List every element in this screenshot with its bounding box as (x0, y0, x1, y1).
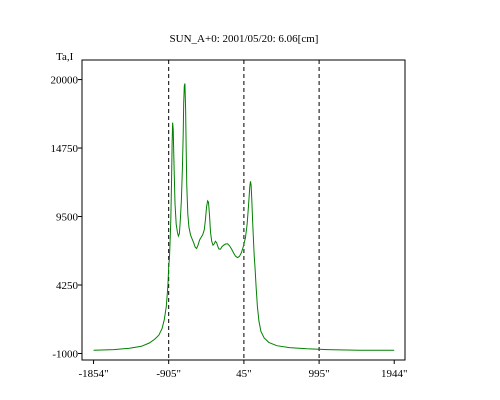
y-tick-label-2: 9500 (56, 212, 79, 224)
y-tick-label-3: 4250 (56, 280, 79, 292)
y-tick-label-0: 20000 (51, 75, 79, 87)
y-axis-label: Ta,I (56, 51, 74, 63)
y-axis-ticks: 20000 14750 9500 4250 -1000 (51, 75, 82, 360)
x-tick-label-3: 995" (309, 368, 330, 380)
x-tick-label-0: -1854" (78, 368, 108, 380)
series-line-0 (93, 83, 395, 351)
x-tick-label-2: 45" (236, 368, 252, 380)
y-tick-label-1: 14750 (51, 143, 79, 155)
x-tick-label-1: -905" (156, 368, 181, 380)
x-axis-ticks: -1854" -905" 45" 995" 1944" (78, 360, 407, 380)
y-tick-label-4: -1000 (52, 348, 78, 360)
reference-lines (168, 60, 320, 360)
series-layer (93, 83, 395, 351)
chart-title: SUN_A+0: 2001/05/20: 6.06[cm] (170, 33, 319, 45)
x-tick-label-4: 1944" (381, 368, 408, 380)
